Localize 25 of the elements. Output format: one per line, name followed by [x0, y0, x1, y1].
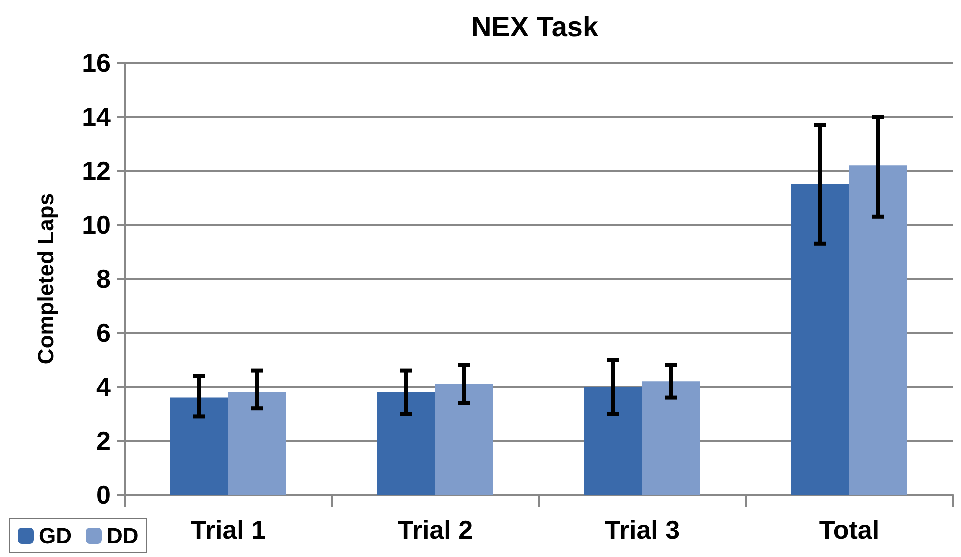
x-tick-label: Total: [819, 515, 880, 545]
y-tick-label: 12: [82, 156, 111, 186]
y-tick-label: 14: [82, 102, 112, 132]
bar: [170, 398, 228, 495]
y-tick-label: 6: [96, 318, 111, 348]
x-tick-label: Trial 2: [398, 515, 474, 545]
legend-label: GD: [39, 524, 72, 548]
legend-label: DD: [107, 524, 139, 548]
bar: [642, 382, 700, 495]
x-tick-label: Trial 1: [190, 515, 266, 545]
y-tick-label: 4: [96, 372, 112, 402]
bar: [792, 184, 850, 495]
chart-title: NEX Task: [471, 12, 599, 42]
y-tick-label: 16: [82, 48, 111, 78]
y-tick-label: 10: [82, 210, 111, 240]
y-axis-title: Completed Laps: [34, 193, 58, 365]
bar: [850, 166, 908, 495]
bar: [378, 392, 436, 495]
y-tick-label: 0: [96, 480, 111, 510]
x-tick-label: Trial 3: [604, 515, 680, 545]
y-tick-label: 8: [96, 264, 111, 294]
bar: [436, 384, 494, 495]
bar: [228, 392, 286, 495]
y-tick-label: 2: [96, 426, 111, 456]
bar: [584, 387, 642, 495]
